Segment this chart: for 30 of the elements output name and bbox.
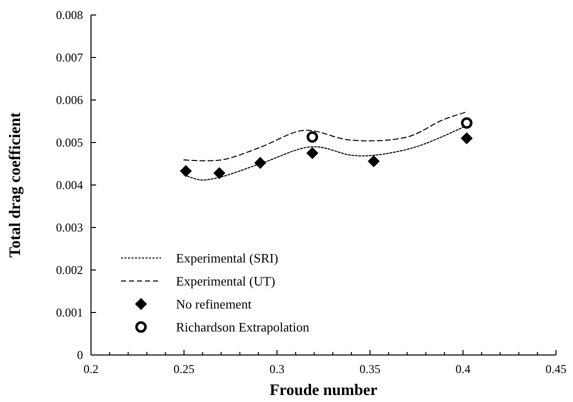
point <box>306 131 318 143</box>
y-tick-label: 0.002 <box>56 263 83 278</box>
x-tick-label: 0.3 <box>270 362 284 376</box>
y-tick-label: 0.008 <box>56 8 83 22</box>
y-tick-label: 0.001 <box>56 306 83 320</box>
point <box>213 167 226 180</box>
y-tick-label: 0.004 <box>56 178 83 192</box>
y-tick-label: 0.006 <box>56 93 83 108</box>
y-tick-label: 0.003 <box>56 220 83 235</box>
legend-label: No refinement <box>176 296 252 312</box>
y-tick-label: 0.005 <box>56 136 83 150</box>
y-axis-title: Total drag coefficient <box>7 112 24 258</box>
legend-label: Experimental (SRI) <box>176 250 278 266</box>
legend-label: Richardson Extrapolation <box>176 320 310 335</box>
legend-label: Experimental (UT) <box>176 274 276 289</box>
y-tick-label: 0.007 <box>56 50 83 65</box>
point <box>460 132 473 144</box>
x-axis-title: Froude number <box>270 382 378 399</box>
point <box>306 147 318 160</box>
x-tick-label: 0.25 <box>174 362 194 376</box>
x-tick-label: 0.4 <box>456 362 470 376</box>
point <box>254 156 266 169</box>
point <box>460 117 472 129</box>
point <box>180 164 192 177</box>
x-tick-label: 0.35 <box>360 362 380 376</box>
x-tick-label: 0.45 <box>546 362 566 376</box>
y-tick-label: 0 <box>77 348 83 362</box>
line-series <box>184 111 468 162</box>
point <box>368 155 380 168</box>
x-tick-label: 0.2 <box>84 362 98 376</box>
